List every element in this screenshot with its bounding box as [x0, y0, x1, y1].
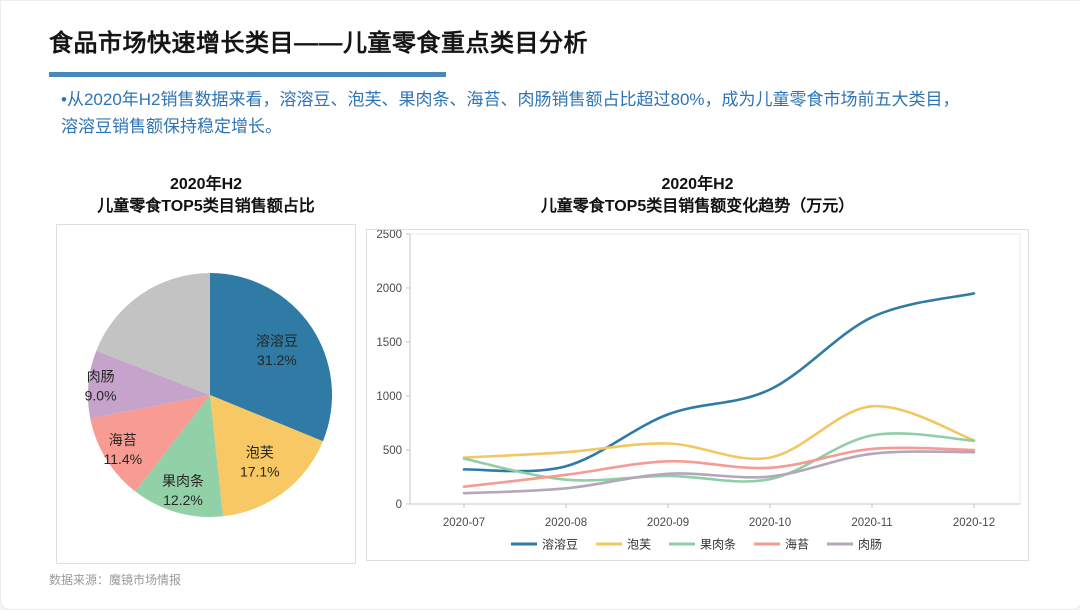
y-tick-label: 1500	[376, 337, 402, 349]
line-chart-title-line-2: 儿童零食TOP5类目销售额变化趋势（万元）	[540, 198, 855, 215]
pie-slice-label: 果肉条 12.2%	[162, 473, 204, 508]
x-tick-label: 2020-12	[953, 517, 995, 529]
pie-slice-label: 肉肠 9.0%	[85, 368, 117, 403]
pie-chart: 溶溶豆 31.2% 泡芙 17.1% 果肉条 12.2% 海苔 11.4% 肉肠 9.0%	[56, 224, 356, 564]
pie-chart-title-line-1: 2020年H2	[169, 176, 243, 193]
pie-slice-label: 泡芙 17.1%	[240, 444, 280, 479]
line-series-肉肠	[462, 450, 976, 495]
legend-label: 泡芙	[627, 538, 651, 552]
line-series-海苔	[462, 446, 976, 488]
legend-label: 果肉条	[700, 538, 736, 552]
line-chart-title: 2020年H2 儿童零食TOP5类目销售额变化趋势（万元）	[366, 174, 1029, 218]
y-tick-label: 500	[383, 445, 402, 457]
x-tick-label: 2020-10	[749, 517, 791, 529]
pie-slice-label: 海苔 11.4%	[103, 432, 142, 467]
line-chart: 0 500 1000 1500 2000 2500 2020-07 2020-08 2020-0…	[366, 229, 1029, 561]
pie-slice-other	[96, 273, 210, 395]
legend-item-海苔: 海苔	[754, 537, 809, 552]
pie-slice-溶溶豆	[210, 273, 333, 442]
y-tick-label: 2500	[376, 230, 402, 241]
title-underline	[49, 72, 446, 77]
legend-label: 溶溶豆	[542, 537, 578, 552]
legend-item-果肉条: 果肉条	[669, 538, 736, 552]
y-tick-label: 1000	[376, 391, 402, 403]
pie-slice-泡芙	[210, 395, 323, 517]
plot-border	[410, 233, 1021, 504]
legend-item-肉肠: 肉肠	[827, 538, 882, 552]
summary-bullet: •从2020年H2销售数据来看，溶溶豆、泡芙、果肉条、海苔、肉肠销售额占比超过8…	[61, 86, 1041, 140]
legend-label: 海苔	[785, 537, 809, 552]
legend-label: 肉肠	[858, 538, 882, 552]
line-chart-title-line-1: 2020年H2	[661, 176, 734, 193]
x-tick-label: 2020-11	[851, 517, 892, 529]
pie-chart-svg: 溶溶豆 31.2% 泡芙 17.1% 果肉条 12.2% 海苔 11.4% 肉肠 9.0%	[85, 273, 333, 517]
summary-bullet-line-1: •从2020年H2销售数据来看，溶溶豆、泡芙、果肉条、海苔、肉肠销售额占比超过8…	[61, 90, 960, 109]
x-tick-label: 2020-09	[647, 517, 689, 529]
pie-chart-title-line-2: 儿童零食TOP5类目销售额占比	[97, 198, 315, 215]
summary-bullet-line-2: 溶溶豆销售额保持稳定增长。	[61, 117, 282, 136]
pie-slice-海苔	[90, 395, 210, 492]
line-series-泡芙	[462, 404, 976, 461]
pie-slice-果肉条	[135, 395, 223, 517]
legend-item-溶溶豆: 溶溶豆	[511, 537, 578, 552]
line-series-果肉条	[462, 432, 976, 483]
y-tick-label: 0	[396, 499, 402, 511]
data-source: 数据来源：魔镜市场情报	[49, 573, 182, 587]
pie-chart-title: 2020年H2 儿童零食TOP5类目销售额占比	[56, 174, 356, 218]
legend-item-泡芙: 泡芙	[596, 538, 651, 552]
y-tick-label: 2000	[376, 283, 402, 295]
pie-slice-label: 溶溶豆 31.2%	[256, 333, 298, 368]
x-tick-label: 2020-08	[545, 517, 587, 529]
line-chart-svg: 0 500 1000 1500 2000 2500 2020-07 2020-08 2020-0…	[376, 230, 1021, 552]
line-series-溶溶豆	[462, 292, 976, 473]
page-title: 食品市场快速增长类目——儿童零食重点类目分析	[49, 30, 588, 57]
x-tick-label: 2020-07	[443, 517, 485, 529]
pie-slice-肉肠	[88, 350, 210, 419]
